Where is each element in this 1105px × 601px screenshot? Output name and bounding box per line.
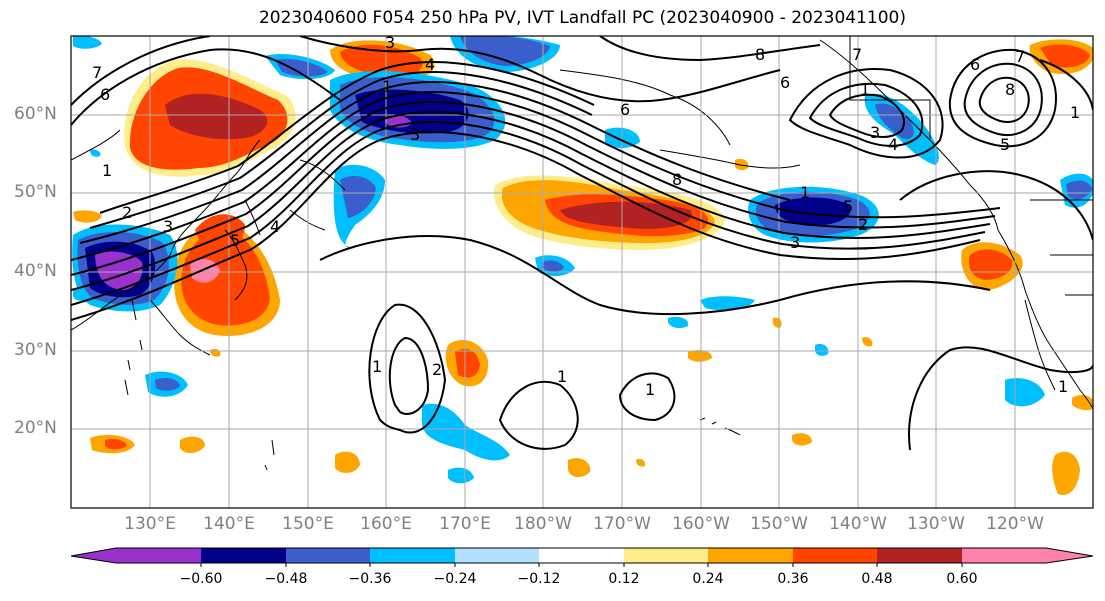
contour-label: 2 — [858, 215, 868, 234]
colorbar-segment — [539, 548, 624, 563]
contour-label: 3 — [870, 123, 880, 142]
colorbar-tick-label: −0.12 — [517, 571, 561, 587]
contour-label: 4 — [270, 217, 280, 236]
colorbar-segment — [793, 548, 877, 563]
lat-label-40n: 40°N — [14, 261, 57, 281]
map-title: 2023040600 F054 250 hPa PV, IVT Landfall… — [258, 8, 906, 28]
colorbar-segment — [455, 548, 539, 563]
colorbar-segment — [116, 548, 201, 563]
contour-label: 1 — [372, 357, 382, 376]
contour-label: 6 — [970, 55, 980, 74]
contour-label: 1 — [102, 161, 112, 180]
colorbar-segment — [962, 548, 1046, 563]
contour-label: 8 — [1005, 80, 1015, 99]
contour-label: 1 — [860, 80, 870, 99]
colorbar-tick-label: −0.48 — [264, 571, 308, 587]
colorbar-tick-label: 0.12 — [608, 571, 640, 587]
colorbar-tick-label: −0.24 — [433, 571, 477, 587]
lat-label-50n: 50°N — [14, 182, 57, 202]
lon-label-170e: 170°E — [439, 514, 491, 534]
colorbar-segment — [370, 548, 455, 563]
lon-label-160e: 160°E — [360, 514, 412, 534]
colorbar-tick-label: −0.60 — [179, 571, 223, 587]
colorbar-tick-label: −0.36 — [348, 571, 392, 587]
lon-label-130w: 130°W — [907, 514, 965, 534]
contour-label: 3 — [790, 233, 800, 252]
contour-label: 6 — [780, 73, 790, 92]
contour-label: 3 — [410, 125, 420, 144]
colorbar-extend-low — [71, 548, 116, 563]
ivt-contours — [71, 36, 1093, 451]
contour-label: 6 — [620, 100, 630, 119]
lat-label-20n: 20°N — [14, 418, 57, 438]
colorbar-segment — [624, 548, 708, 563]
contour-label: 8 — [672, 170, 682, 189]
contour-label: 1 — [557, 367, 567, 386]
colorbar-outline — [70, 547, 1094, 564]
lon-label-150w: 150°W — [750, 514, 808, 534]
lon-label-120w: 120°W — [986, 514, 1044, 534]
lon-label-150e: 150°E — [282, 514, 334, 534]
colorbar-segment — [877, 548, 962, 563]
contour-label: 1 — [1058, 377, 1068, 396]
contour-label: 3 — [385, 33, 395, 52]
contour-label: 7 — [92, 63, 102, 82]
lon-label-130e: 130°E — [124, 514, 176, 534]
lon-label-170w: 170°W — [593, 514, 651, 534]
colorbar-segment — [286, 548, 370, 563]
lon-label-160w: 160°W — [672, 514, 730, 534]
contour-label: 5 — [1000, 135, 1010, 154]
contour-label: 3 — [163, 217, 173, 236]
contour-label: 7 — [852, 45, 862, 64]
colorbar-segment — [201, 548, 286, 563]
contour-label: 7 — [1015, 47, 1025, 66]
contour-label: 4 — [888, 135, 898, 154]
contour-label: 5 — [230, 231, 240, 250]
lon-label-180w: 180°W — [514, 514, 572, 534]
pv-shading — [72, 36, 1093, 495]
positive-anomalies — [73, 39, 1093, 495]
lat-label-60n: 60°N — [14, 104, 57, 124]
contour-label: 2 — [122, 203, 132, 222]
contour-label: 4 — [425, 55, 435, 74]
colorbar-tick-label: 0.60 — [946, 571, 978, 587]
colorbar-tick-label: 0.24 — [692, 571, 724, 587]
contour-label: 5 — [843, 197, 853, 216]
colorbar-extend-high — [1046, 548, 1093, 563]
lat-label-30n: 30°N — [14, 340, 57, 360]
contour-label: 1 — [382, 77, 392, 96]
lon-label-140e: 140°E — [203, 514, 255, 534]
contour-label: 1 — [800, 183, 810, 202]
contour-label: 2 — [432, 360, 442, 379]
contour-label: 6 — [100, 85, 110, 104]
coastlines — [71, 36, 1093, 471]
contour-label: 1 — [645, 380, 655, 399]
plot-frame — [70, 35, 1094, 509]
colorbar-tick-label: 0.48 — [861, 571, 893, 587]
contour-label: 1 — [1070, 103, 1080, 122]
colorbar-segment — [708, 548, 793, 563]
lon-label-140w: 140°W — [829, 514, 887, 534]
contour-label: 8 — [755, 45, 765, 64]
colorbar-tick-label: 0.36 — [777, 571, 809, 587]
colorbar — [70, 547, 1094, 567]
